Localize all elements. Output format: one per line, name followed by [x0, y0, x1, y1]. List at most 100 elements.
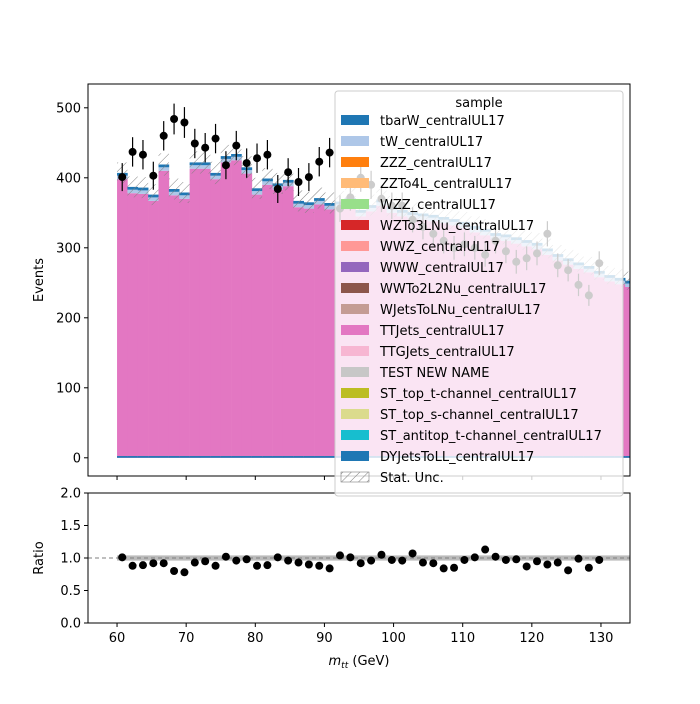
main-ytick-label: 100	[56, 381, 81, 396]
data-point	[232, 141, 241, 150]
bar-tbarw	[687, 284, 698, 287]
data-point	[315, 157, 324, 166]
bar-ttjets	[687, 290, 698, 458]
legend-swatch	[341, 262, 369, 272]
ratio-point	[533, 557, 542, 566]
legend-label: ST_antitop_t-channel_centralUL17	[380, 429, 602, 444]
ratio-point	[460, 555, 469, 564]
stat-unc-hatch	[210, 161, 221, 185]
stat-unc-hatch	[646, 276, 656, 294]
legend-label: WWW_centralUL17	[380, 261, 504, 276]
ratio-point	[325, 564, 334, 573]
bar-ttjets	[656, 293, 667, 458]
bar-ttjets	[210, 179, 222, 458]
ratio-ytick-label: 0.0	[60, 617, 81, 632]
ratio-point	[242, 555, 251, 564]
ratio-point	[190, 558, 199, 567]
bar-ttjets	[148, 200, 159, 458]
ratio-point	[211, 561, 220, 570]
bar-ttjets	[179, 198, 190, 458]
ratio-point	[221, 552, 230, 561]
xlabel-symbol: m	[329, 654, 342, 669]
data-point	[304, 173, 313, 182]
legend-swatch	[341, 115, 369, 125]
bar-tw	[687, 286, 698, 290]
ratio-point	[273, 553, 282, 562]
ratio-point	[450, 563, 459, 572]
stat-unc-hatch	[137, 177, 149, 199]
legend-label: tbarW_centralUL17	[380, 114, 505, 129]
bar-tbarw	[646, 285, 657, 288]
bar-dyjets	[117, 456, 128, 458]
bar-tw	[646, 288, 657, 292]
ratio-point	[481, 545, 490, 554]
bar-ttjets	[293, 207, 304, 458]
legend-label: TEST NEW NAME	[379, 366, 489, 381]
bar-ttjets	[117, 179, 128, 458]
data-point	[128, 147, 137, 156]
stat-unc-hatch	[251, 177, 263, 199]
data-point	[118, 173, 127, 182]
legend-label: ZZTo4L_centralUL17	[380, 177, 512, 192]
ratio-point	[170, 567, 179, 575]
stat-unc-hatch	[687, 274, 697, 292]
ratio-point	[564, 566, 573, 575]
bar-ttjets	[646, 291, 657, 458]
bar-ttjets	[220, 162, 232, 458]
ratio-point	[263, 561, 272, 570]
legend-swatch	[341, 367, 369, 377]
xlabel-subscript: tt	[341, 661, 349, 671]
bar-dyjets	[210, 456, 222, 458]
bar-dyjets	[282, 456, 294, 458]
ratio-point	[253, 561, 262, 570]
legend-label: ST_top_t-channel_centralUL17	[380, 387, 577, 402]
ratio-point	[304, 560, 313, 569]
ratio-ytick-label: 0.5	[60, 584, 81, 599]
ratio-point	[346, 553, 355, 562]
bar-dyjets	[137, 456, 149, 458]
ratio-point	[398, 556, 407, 565]
data-point	[253, 154, 262, 163]
ratio-ytick-label: 2.0	[60, 487, 81, 502]
bar-dyjets	[667, 456, 678, 458]
bar-tbarw	[656, 286, 667, 289]
legend-swatch	[341, 451, 369, 461]
legend-swatch-hatch	[340, 471, 370, 483]
stat-unc-hatch	[303, 191, 315, 213]
legend-swatch	[341, 199, 369, 209]
main-ytick-label: 400	[56, 171, 81, 186]
stat-unc-hatch	[189, 151, 200, 174]
stat-unc-hatch	[656, 277, 666, 295]
bar-dyjets	[324, 456, 336, 458]
data-point	[170, 115, 179, 123]
data-point	[242, 159, 251, 168]
data-point	[201, 143, 210, 152]
ratio-ylabel: Ratio	[32, 541, 47, 574]
data-point	[221, 161, 230, 170]
bar-ttjets	[667, 293, 678, 458]
ratio-point	[584, 563, 593, 572]
bar-dyjets	[199, 456, 211, 458]
bar-dyjets	[168, 456, 180, 458]
data-point	[180, 118, 189, 127]
ratio-point	[377, 550, 386, 559]
bar-ttjets	[262, 184, 273, 458]
ratio-point	[367, 556, 376, 565]
ratio-xtick-label: 120	[519, 631, 544, 646]
legend-label: WZTo3LNu_centralUL17	[380, 219, 534, 234]
ratio-xlabel: mtt (GeV)	[329, 654, 390, 671]
data-point	[149, 171, 158, 180]
data-point	[190, 139, 199, 148]
ratio-xtick-label: 130	[589, 631, 614, 646]
ratio-xtick-label: 60	[109, 631, 126, 646]
stat-unc-hatch	[262, 168, 273, 189]
xlabel-unit: (GeV)	[348, 654, 389, 669]
data-point	[211, 134, 220, 143]
main-ylabel: Events	[32, 258, 47, 302]
stat-unc-hatch	[314, 187, 325, 209]
legend-label: WZZ_centralUL17	[380, 198, 496, 213]
ratio-point	[180, 568, 189, 577]
ratio-plot-area: 0.0 0.5 1.0 1.5 2.0 60 70 80 90 100 110 120 130 Ratio…	[32, 487, 631, 671]
